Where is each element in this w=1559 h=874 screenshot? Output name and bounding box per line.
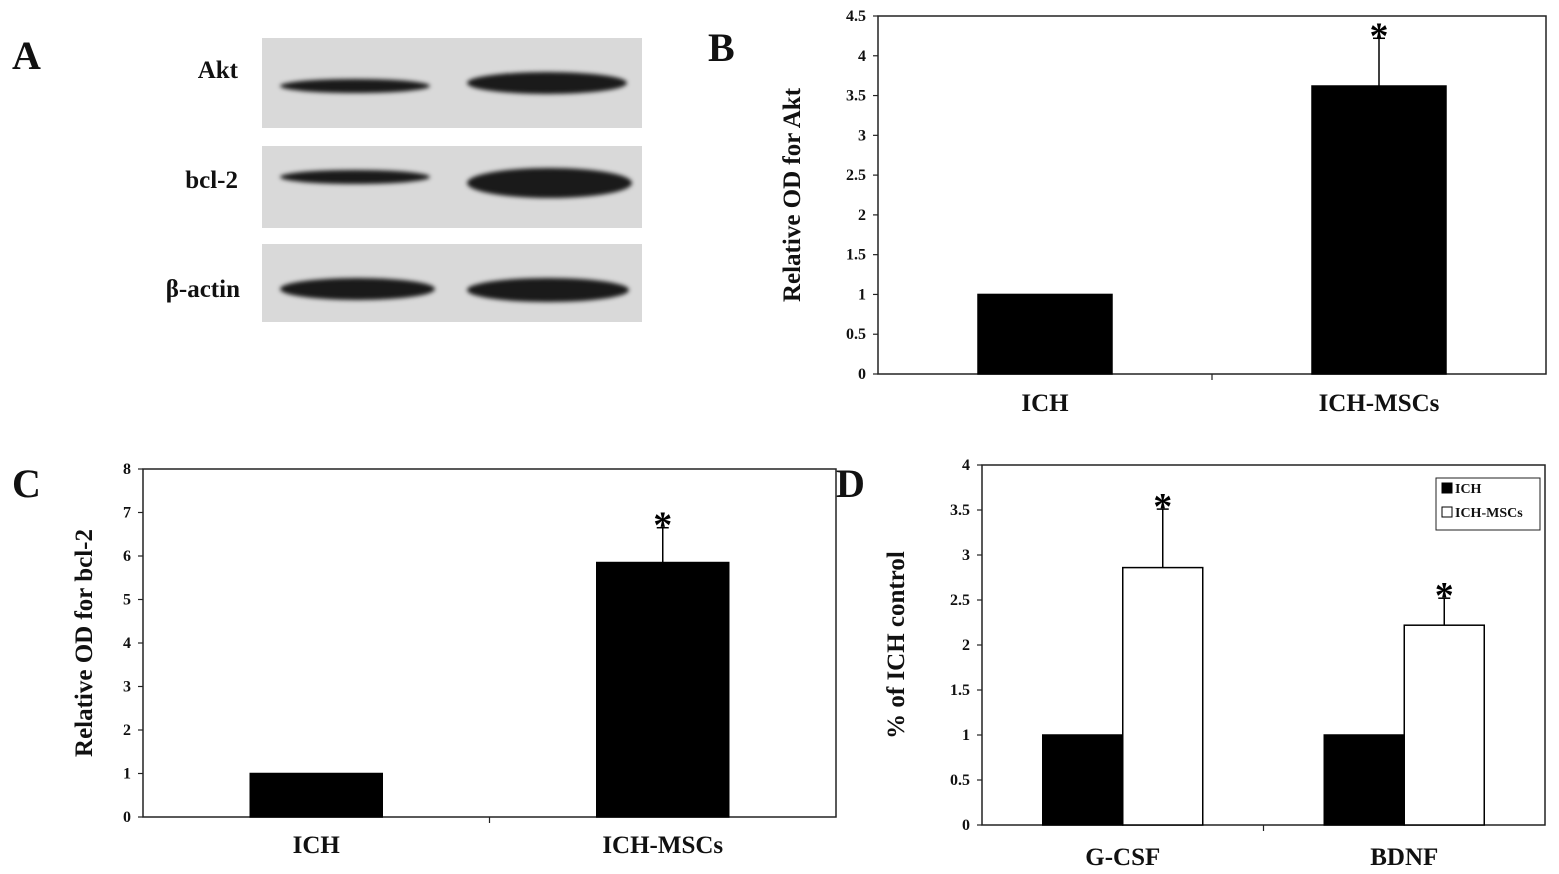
y-tick-label: 4 bbox=[962, 457, 970, 474]
category-label: BDNF bbox=[1370, 844, 1438, 871]
blot-strip-beta-actin bbox=[262, 244, 642, 322]
blot-label-beta-actin: β-actin bbox=[165, 276, 240, 303]
legend-swatch bbox=[1441, 482, 1453, 494]
bar bbox=[1323, 734, 1405, 826]
chart-d-percent-ich-control: 0 0.5 1 1.5 2 2.5 3 3.5 4 % of ICH control G-CSF * B… bbox=[883, 457, 1546, 871]
y-tick-label: 2.5 bbox=[950, 592, 970, 609]
significance-marker: * bbox=[653, 505, 672, 547]
y-axis-label: % of ICH control bbox=[883, 551, 910, 739]
y-tick-label: 0.5 bbox=[950, 772, 970, 789]
legend-swatch bbox=[1441, 506, 1453, 518]
bar bbox=[1403, 624, 1485, 826]
blot-label-bcl2: bcl-2 bbox=[185, 167, 238, 194]
y-tick-label: 3 bbox=[858, 127, 866, 144]
y-tick-label: 2 bbox=[123, 722, 131, 739]
panel-letter-b: B bbox=[708, 25, 735, 70]
panel-letter-a: A bbox=[12, 33, 41, 78]
y-tick-label: 1.5 bbox=[950, 682, 970, 699]
y-tick-label: 4 bbox=[123, 635, 131, 652]
bar bbox=[596, 561, 730, 818]
significance-marker: * bbox=[1153, 486, 1172, 528]
category-label: ICH bbox=[1021, 390, 1069, 417]
blot-band bbox=[280, 79, 430, 93]
y-tick-label: 1 bbox=[858, 286, 866, 303]
y-tick-label: 2 bbox=[858, 207, 866, 224]
y-tick-label: 3.5 bbox=[950, 502, 970, 519]
plot-frame bbox=[142, 468, 837, 818]
category-label: ICH bbox=[293, 832, 341, 859]
y-tick-label: 4.5 bbox=[846, 8, 866, 25]
blot-strip-bcl2 bbox=[262, 146, 642, 228]
y-tick-label: 3 bbox=[962, 547, 970, 564]
blot-label-akt: Akt bbox=[197, 57, 238, 84]
chart-b-relative-od-akt: 0 0.5 1 1.5 2 2.5 3 3.5 4 4.5 Relative OD for Akt I… bbox=[779, 8, 1547, 417]
blot-band bbox=[467, 278, 629, 302]
category-label: ICH-MSCs bbox=[1319, 390, 1440, 417]
bar bbox=[1042, 734, 1124, 826]
significance-marker: * bbox=[1435, 575, 1454, 617]
y-tick-label: 0 bbox=[123, 809, 131, 826]
legend-label: ICH bbox=[1455, 482, 1482, 497]
y-tick-label: 7 bbox=[123, 505, 131, 522]
blot-band bbox=[280, 278, 435, 300]
panel-letter-c: C bbox=[12, 461, 41, 506]
y-tick-label: 0 bbox=[962, 817, 970, 834]
y-tick-label: 8 bbox=[123, 461, 131, 478]
y-tick-label: 6 bbox=[123, 548, 131, 565]
y-tick-label: 2 bbox=[962, 637, 970, 654]
blot-strip-akt bbox=[262, 38, 642, 128]
y-tick-label: 5 bbox=[123, 592, 131, 609]
legend-label: ICH-MSCs bbox=[1455, 506, 1523, 521]
significance-marker: * bbox=[1370, 15, 1389, 57]
bar bbox=[977, 293, 1113, 375]
chart-c-relative-od-bcl2: 0 1 2 3 4 5 6 7 8 Relative OD for bcl-2 ICH ICH-MSC… bbox=[71, 461, 837, 859]
y-tick-label: 2.5 bbox=[846, 167, 866, 184]
bar bbox=[1122, 566, 1204, 826]
legend-box bbox=[1435, 477, 1541, 531]
panel-letter-d: D bbox=[836, 461, 865, 506]
category-label: G-CSF bbox=[1085, 844, 1160, 871]
bar bbox=[249, 772, 383, 818]
y-tick-label: 4 bbox=[858, 48, 866, 65]
y-tick-label: 1 bbox=[123, 766, 131, 783]
y-tick-label: 1 bbox=[962, 727, 970, 744]
category-label: ICH-MSCs bbox=[602, 832, 723, 859]
blot-band bbox=[280, 170, 430, 184]
blot-band bbox=[467, 72, 627, 94]
blot-band bbox=[467, 168, 632, 198]
y-tick-label: 3.5 bbox=[846, 88, 866, 105]
y-axis-label: Relative OD for bcl-2 bbox=[71, 529, 98, 757]
bar bbox=[1311, 85, 1447, 375]
y-tick-label: 0.5 bbox=[846, 326, 866, 343]
y-tick-label: 3 bbox=[123, 679, 131, 696]
y-axis-label: Relative OD for Akt bbox=[779, 87, 806, 302]
y-tick-label: 1.5 bbox=[846, 247, 866, 264]
y-tick-label: 0 bbox=[858, 366, 866, 383]
